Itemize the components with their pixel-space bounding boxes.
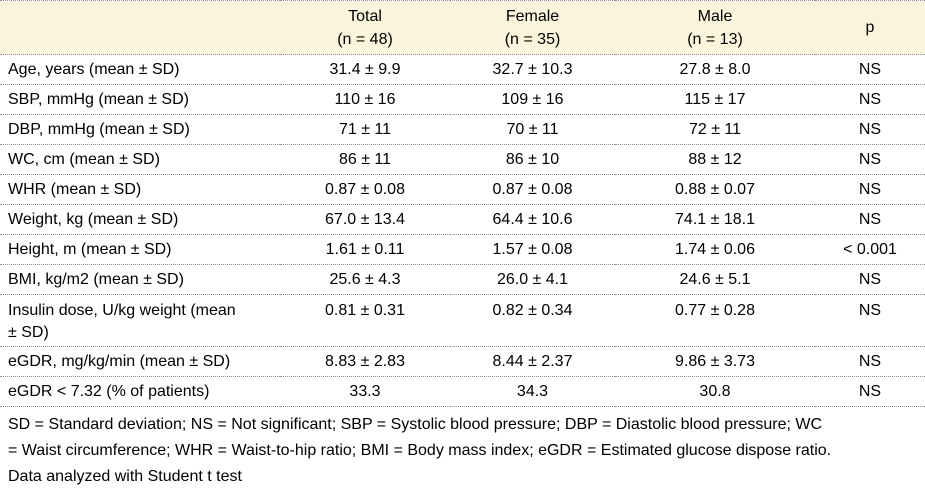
total-cell: 33.3 (280, 376, 450, 407)
female-cell: 70 ± 11 (450, 114, 615, 145)
row-label-cell: eGDR < 7.32 (% of patients) (0, 376, 280, 407)
footnote-line: Data analyzed with Student t test (8, 468, 242, 485)
female-cell: 0.82 ± 0.34 (450, 294, 615, 347)
row-label-cell: DBP, mmHg (mean ± SD) (0, 114, 280, 145)
total-cell: 0.87 ± 0.08 (280, 174, 450, 205)
footnote: SD = Standard deviation; NS = Not signif… (0, 406, 925, 497)
male-cell: 72 ± 11 (615, 114, 815, 145)
col-header-male-n: (n = 13) (687, 30, 743, 48)
total-cell: 86 ± 11 (280, 144, 450, 175)
footnote-row: SD = Standard deviation; NS = Not signif… (0, 406, 925, 497)
male-cell: 88 ± 12 (615, 144, 815, 175)
male-cell: 27.8 ± 8.0 (615, 54, 815, 85)
row-label-cell: WC, cm (mean ± SD) (0, 144, 280, 175)
row-label-cell: Weight, kg (mean ± SD) (0, 204, 280, 235)
col-header-male-label: Male (697, 7, 733, 25)
row-label-cell: Insulin dose, U/kg weight (mean ± SD) (0, 294, 280, 347)
table-row-egdr-percent: eGDR < 7.32 (% of patients) 33.3 34.3 30… (0, 376, 925, 407)
col-header-female-label: Female (505, 7, 560, 25)
total-cell: 0.81 ± 0.31 (280, 294, 450, 347)
table-row-egdr: eGDR, mg/kg/min (mean ± SD) 8.83 ± 2.83 … (0, 346, 925, 377)
female-cell: 1.57 ± 0.08 (450, 234, 615, 265)
col-header-total-n: (n = 48) (337, 30, 393, 48)
male-cell: 0.88 ± 0.07 (615, 174, 815, 205)
total-cell: 25.6 ± 4.3 (280, 264, 450, 295)
total-cell: 71 ± 11 (280, 114, 450, 145)
footnote-line: = Waist circumference; WHR = Waist-to-hi… (8, 442, 832, 459)
table-row-sbp: SBP, mmHg (mean ± SD) 110 ± 16 109 ± 16 … (0, 84, 925, 115)
table-row-dbp: DBP, mmHg (mean ± SD) 71 ± 11 70 ± 11 72… (0, 114, 925, 145)
female-cell: 32.7 ± 10.3 (450, 54, 615, 85)
male-cell: 74.1 ± 18.1 (615, 204, 815, 235)
row-label-line2: ± SD) (8, 324, 49, 341)
female-cell: 86 ± 10 (450, 144, 615, 175)
p-cell: NS (815, 294, 925, 347)
p-cell: NS (815, 174, 925, 205)
table-row-height: Height, m (mean ± SD) 1.61 ± 0.11 1.57 ±… (0, 234, 925, 265)
male-cell: 30.8 (615, 376, 815, 407)
p-cell: NS (815, 204, 925, 235)
table-row-insulin-dose: Insulin dose, U/kg weight (mean ± SD) 0.… (0, 294, 925, 347)
total-cell: 8.83 ± 2.83 (280, 346, 450, 377)
p-cell: NS (815, 346, 925, 377)
row-label-line1: Insulin dose, U/kg weight (mean (8, 302, 236, 319)
row-label-cell: SBP, mmHg (mean ± SD) (0, 84, 280, 115)
table-row-age: Age, years (mean ± SD) 31.4 ± 9.9 32.7 ±… (0, 54, 925, 85)
male-cell: 1.74 ± 0.06 (615, 234, 815, 265)
col-header-total: Total (n = 48) (280, 0, 450, 55)
row-label-cell: Height, m (mean ± SD) (0, 234, 280, 265)
table-row-wc: WC, cm (mean ± SD) 86 ± 11 86 ± 10 88 ± … (0, 144, 925, 175)
female-cell: 26.0 ± 4.1 (450, 264, 615, 295)
row-label-cell: Age, years (mean ± SD) (0, 54, 280, 85)
col-header-p-label: p (865, 19, 875, 36)
female-cell: 34.3 (450, 376, 615, 407)
female-cell: 0.87 ± 0.08 (450, 174, 615, 205)
total-cell: 110 ± 16 (280, 84, 450, 115)
col-header-male: Male (n = 13) (615, 0, 815, 55)
p-cell: < 0.001 (815, 234, 925, 265)
total-cell: 1.61 ± 0.11 (280, 234, 450, 265)
male-cell: 115 ± 17 (615, 84, 815, 115)
col-header-female-n: (n = 35) (504, 30, 561, 48)
col-header-total-label: Total (348, 7, 382, 25)
row-label-cell: eGDR, mg/kg/min (mean ± SD) (0, 346, 280, 377)
footnote-line: SD = Standard deviation; NS = Not signif… (8, 416, 823, 433)
p-cell: NS (815, 114, 925, 145)
female-cell: 64.4 ± 10.6 (450, 204, 615, 235)
p-cell: NS (815, 84, 925, 115)
col-header-female: Female (n = 35) (450, 0, 615, 55)
header-row: Total (n = 48) Female (n = 35) Male (n =… (0, 0, 925, 55)
total-cell: 67.0 ± 13.4 (280, 204, 450, 235)
p-cell: NS (815, 376, 925, 407)
row-label-cell: BMI, kg/m2 (mean ± SD) (0, 264, 280, 295)
header-empty-cell (0, 0, 280, 55)
table-row-weight: Weight, kg (mean ± SD) 67.0 ± 13.4 64.4 … (0, 204, 925, 235)
table-row-whr: WHR (mean ± SD) 0.87 ± 0.08 0.87 ± 0.08 … (0, 174, 925, 205)
table-row-bmi: BMI, kg/m2 (mean ± SD) 25.6 ± 4.3 26.0 ±… (0, 264, 925, 295)
col-header-p: p (815, 0, 925, 55)
female-cell: 109 ± 16 (450, 84, 615, 115)
male-cell: 9.86 ± 3.73 (615, 346, 815, 377)
p-cell: NS (815, 264, 925, 295)
male-cell: 0.77 ± 0.28 (615, 294, 815, 347)
row-label-cell: WHR (mean ± SD) (0, 174, 280, 205)
total-cell: 31.4 ± 9.9 (280, 54, 450, 85)
male-cell: 24.6 ± 5.1 (615, 264, 815, 295)
p-cell: NS (815, 54, 925, 85)
female-cell: 8.44 ± 2.37 (450, 346, 615, 377)
p-cell: NS (815, 144, 925, 175)
